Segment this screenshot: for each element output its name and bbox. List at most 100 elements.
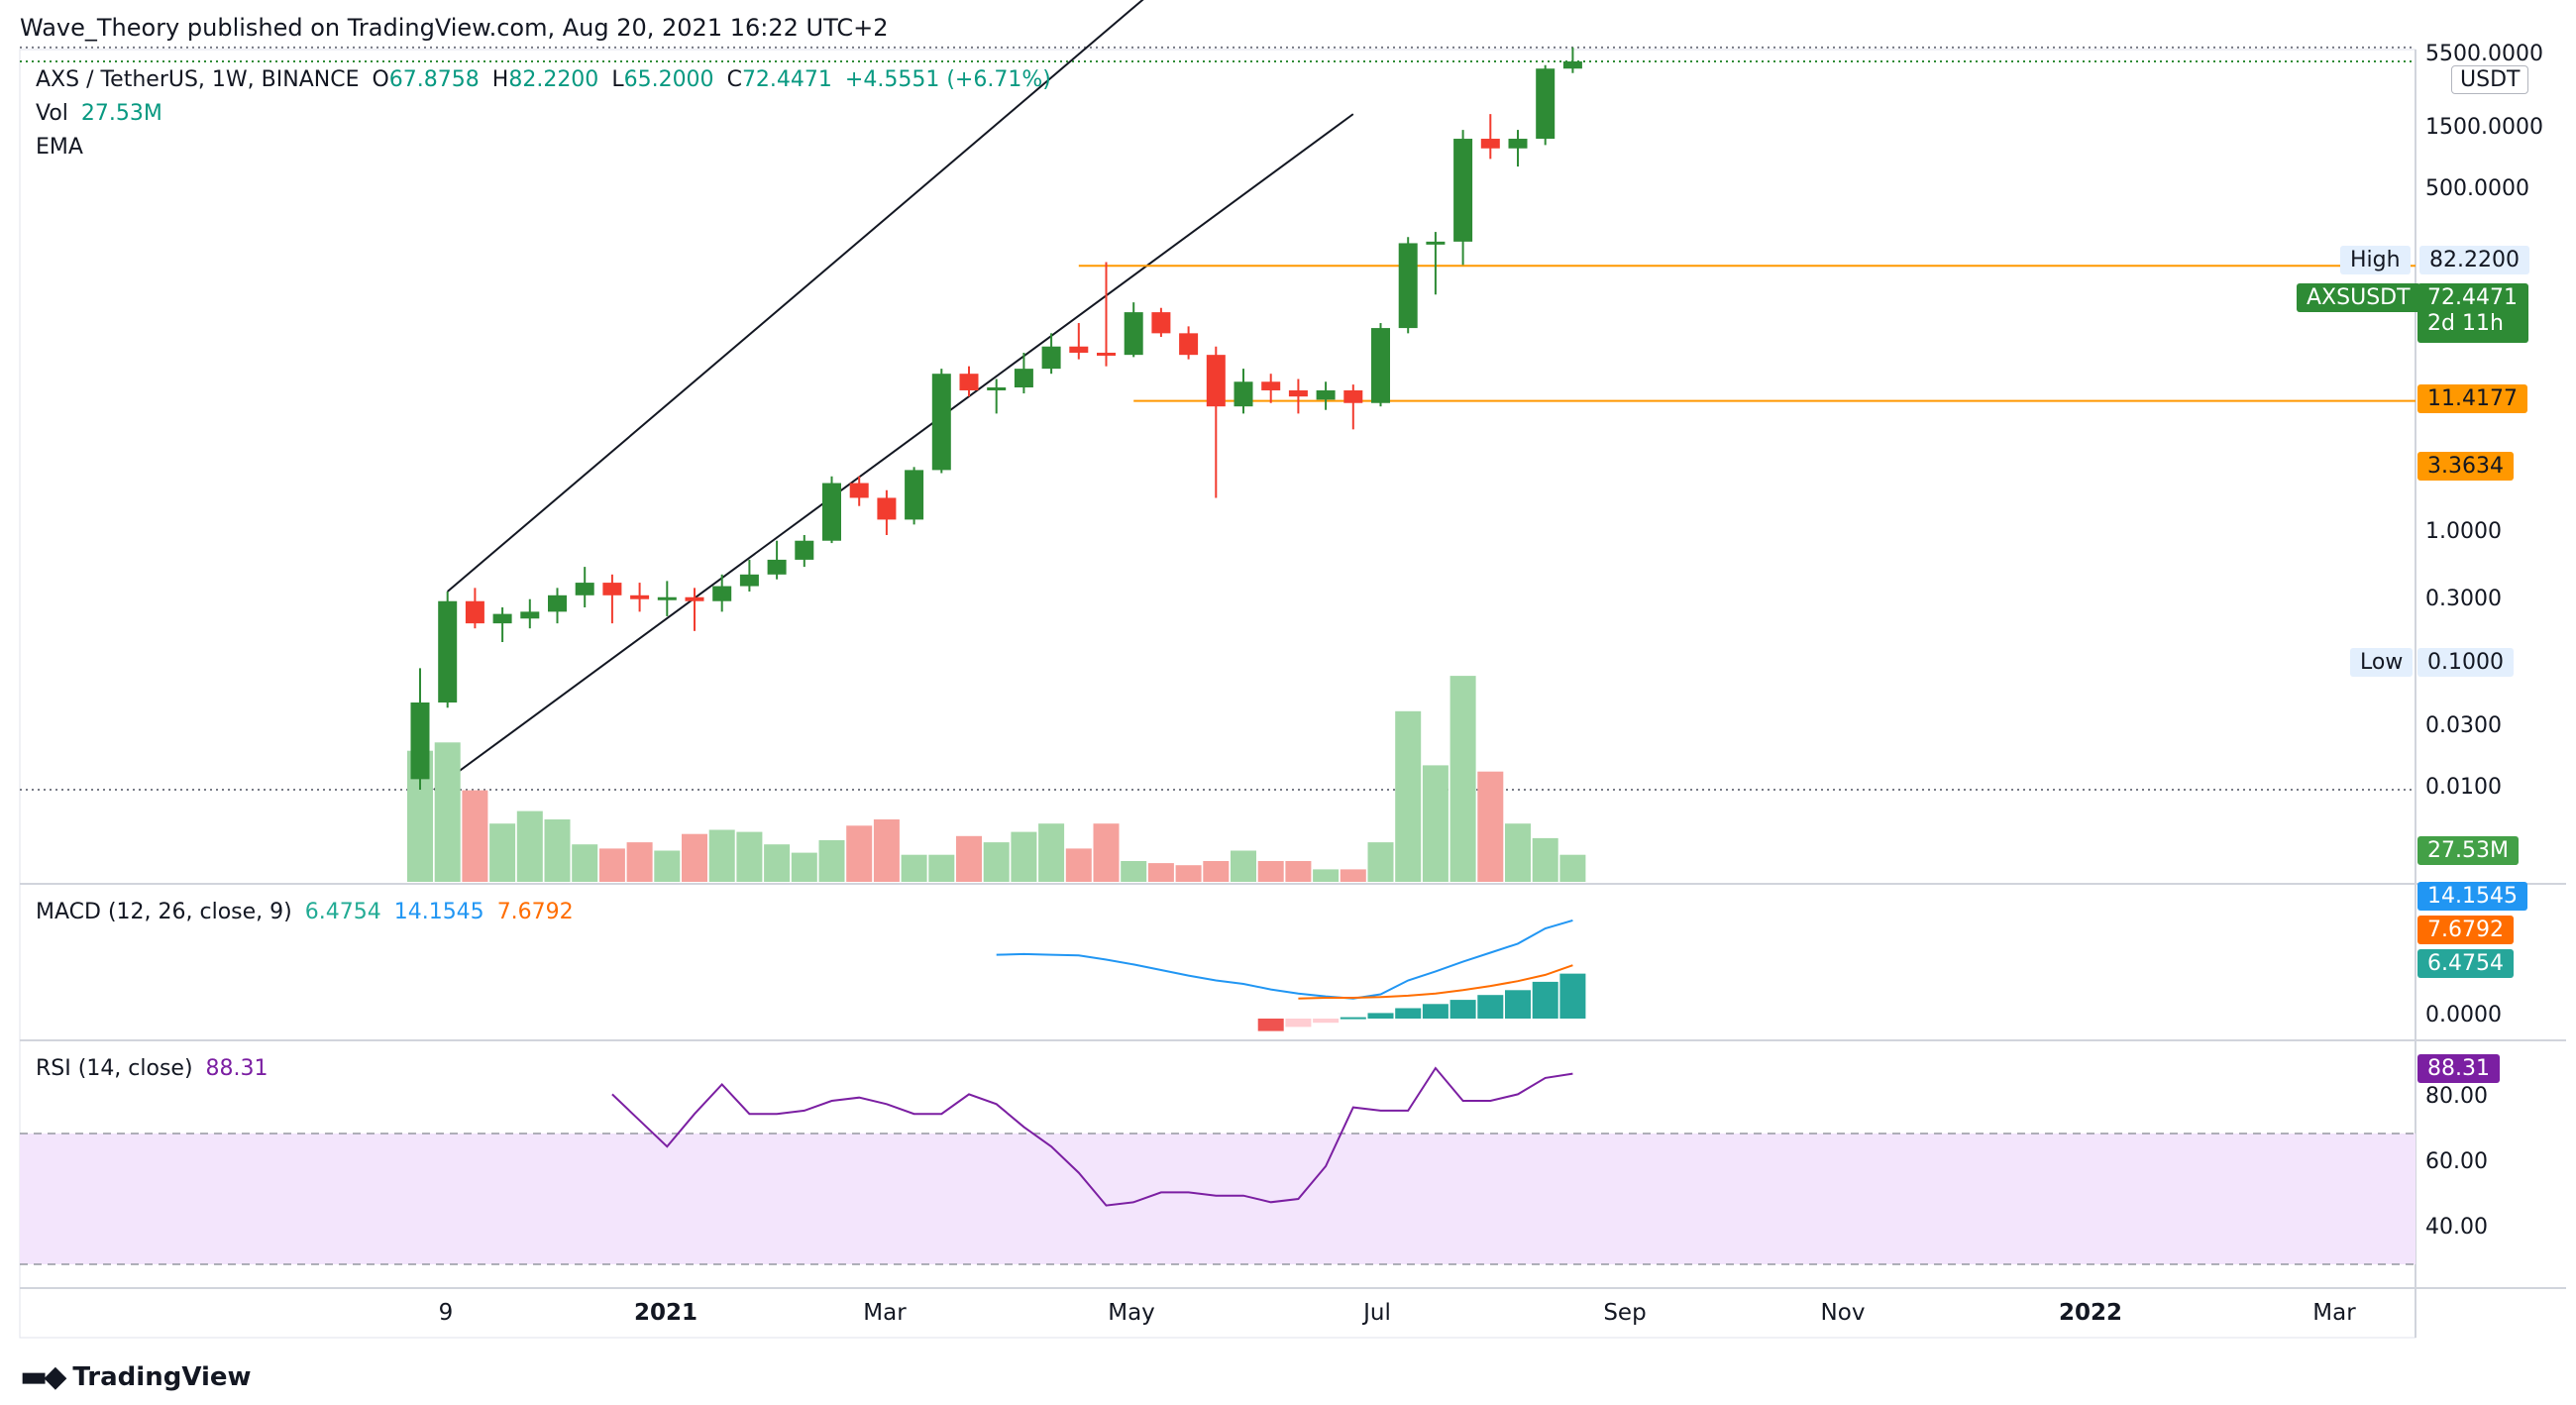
macd-histogram-bar [1449,1000,1476,1019]
candle-down [1288,389,1308,397]
high-value: 82.2200 [508,67,599,92]
time-tick: May [1108,1300,1155,1326]
candle-up [438,600,458,702]
price-tick: 500.0000 [2425,176,2529,201]
volume-bar [956,835,982,882]
volume-bar [764,844,791,882]
publisher-line: Wave_Theory published on TradingView.com… [20,14,889,42]
ema-legend: EMA [36,135,89,160]
brand-label: TradingView [72,1361,252,1392]
change-value: +4.5551 (+6.71%) [844,67,1051,92]
rsi-band [20,1134,2415,1264]
candle-down [959,374,979,390]
symbol-price-tag: AXSUSDT [2297,283,2420,312]
candle-up [712,586,732,601]
high-tag-label: High [2340,246,2411,274]
candlesticks [410,47,1582,790]
volume-bar [434,742,461,882]
volume-bars [407,676,1586,882]
candle-up [1124,312,1143,356]
time-tick: Mar [863,1300,907,1326]
macd-histogram-bar [1257,1019,1284,1031]
symbol-legend: AXS / TetherUS, 1W, BINANCE O67.8758 H82… [36,67,1057,92]
candle-up [520,611,540,619]
macd-histogram-bar [1477,995,1504,1019]
time-tick: Mar [2312,1300,2356,1326]
volume-bar [1367,842,1394,882]
volume-bar [1257,861,1284,882]
candle-down [1206,355,1226,407]
volume-bar [1175,865,1202,882]
open-label: O [372,67,389,92]
candle-down [630,594,650,599]
candle-up [1234,381,1253,407]
volume-bar [791,852,817,882]
ema-label: EMA [36,135,83,160]
candle-up [1536,68,1556,140]
candle-up [905,470,924,520]
volume-bar [1340,869,1366,882]
macd-label: MACD (12, 26, close, 9) [36,900,292,924]
time-tick: 2021 [633,1300,698,1326]
candle-up [1508,139,1528,149]
volume-bar [1203,861,1230,882]
candle-down [1179,333,1199,356]
macd-pane [996,919,1586,1031]
time-tick: Nov [1820,1300,1866,1326]
volume-bar [1559,854,1586,882]
macd-legend: MACD (12, 26, close, 9) 6.4754 14.1545 7… [36,900,580,924]
candle-down [1480,139,1500,149]
candle-up [410,702,430,780]
macd-hist-tag: 6.4754 [2417,949,2514,978]
volume-bar [654,850,681,882]
candle-up [657,596,677,600]
volume-bar [489,823,516,882]
bar-countdown: 2d 11h [2427,311,2504,336]
macd-signal-tag: 7.6792 [2417,916,2514,944]
macd-zero-tick: 0.0000 [2425,1003,2502,1027]
candle-up [1041,346,1061,370]
candle-down [1261,381,1281,390]
macd-histogram-bar [1340,1017,1366,1020]
volume-bar [1011,831,1037,882]
rsi-pane [20,1066,2415,1265]
volume-bar [1477,771,1504,882]
level-tag-upper: 11.4177 [2417,384,2527,413]
price-tick: 5500.0000 [2425,42,2543,66]
candle-up [1014,369,1033,387]
high-label: H [491,67,509,92]
time-tick: Sep [1603,1300,1647,1326]
candle-up [1426,241,1446,245]
tradingview-brand[interactable]: ▬◆ TradingView [20,1359,252,1394]
rsi-legend: RSI (14, close) 88.31 [36,1056,274,1081]
high-tag-value: 82.2200 [2419,246,2529,274]
candle-up [1562,60,1582,69]
candle-up [1316,389,1336,400]
volume-tag: 27.53M [2417,836,2519,865]
candle-down [1151,312,1171,334]
volume-bar [818,840,845,882]
volume-bar [544,819,571,882]
macd-line [996,919,1573,1000]
level-tag-lower: 3.3634 [2417,452,2514,481]
close-value: 72.4471 [741,67,832,92]
candle-up [739,574,759,587]
volume-bar [572,844,598,882]
volume-bar [708,829,735,882]
volume-bar [1422,765,1449,882]
vol-label: Vol [36,101,68,126]
candle-up [931,374,951,471]
volume-bar [598,848,625,882]
candle-up [575,583,594,595]
candle-down [877,497,897,520]
volume-bar [626,842,653,882]
time-tick: 9 [438,1300,454,1326]
volume-bar [1093,823,1120,882]
macd-histogram-bar [1313,1019,1340,1024]
trend-channel [433,0,1354,791]
currency-button[interactable]: USDT [2451,65,2529,94]
macd-histogram-bar [1532,981,1558,1019]
candle-down [1343,389,1363,403]
candle-up [1453,139,1473,242]
rsi-tick: 80.00 [2425,1084,2488,1109]
